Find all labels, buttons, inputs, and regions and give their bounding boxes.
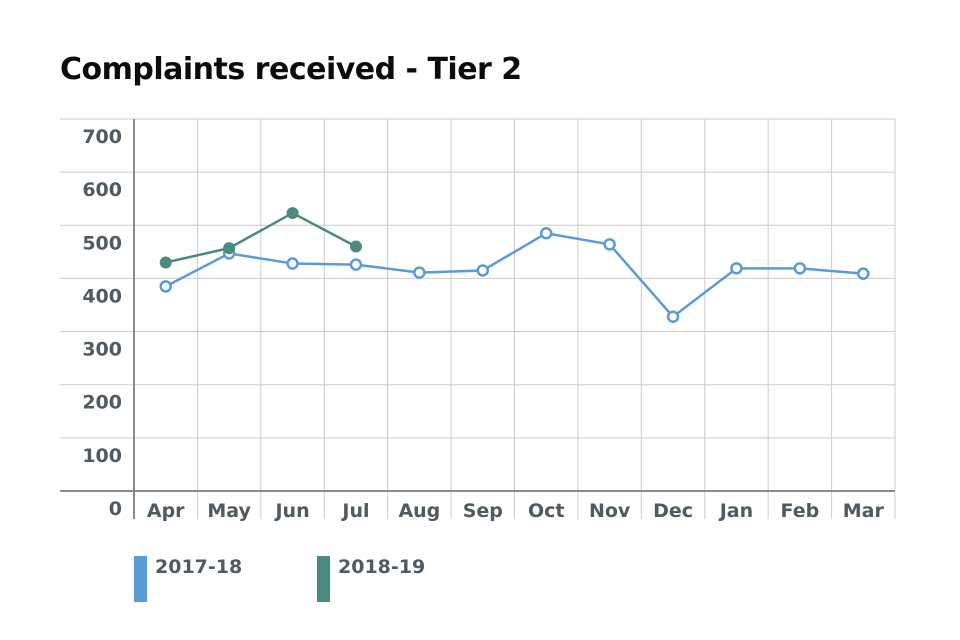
data-point-2018-19-Jul [349, 240, 362, 253]
x-tick-label: Aug [398, 500, 440, 522]
x-tick-label: May [207, 500, 251, 522]
y-tick-label: 700 [82, 126, 122, 148]
chart-title: Complaints received - Tier 2 [60, 52, 522, 87]
series-line-2018-19 [165, 211, 357, 264]
data-point-2017-18-Sep [476, 264, 490, 277]
data-point-2017-18-Oct [539, 227, 553, 240]
y-tick-label: 200 [82, 392, 122, 414]
y-tick-label: 0 [109, 498, 122, 520]
x-tick-label: Mar [843, 500, 885, 522]
x-tick-label: Dec [653, 500, 693, 522]
x-tick-label: Jan [718, 500, 753, 522]
data-point-2017-18-Dec [666, 310, 680, 323]
x-tick-label: Feb [781, 500, 820, 522]
y-tick-label: 600 [82, 179, 122, 201]
legend-swatch [317, 556, 330, 602]
data-point-2018-19-Apr [159, 256, 172, 269]
y-tick-label: 100 [82, 445, 122, 467]
data-point-2017-18-Mar [857, 267, 870, 280]
legend-label: 2017-18 [155, 556, 243, 578]
legend-swatch [134, 556, 147, 602]
data-point-2017-18-Jul [349, 258, 363, 271]
x-tick-label: Sep [463, 500, 503, 522]
legend-item-2018-19: 2018-19 [317, 556, 425, 602]
data-point-2017-18-Feb [793, 262, 807, 275]
data-point-2017-18-Jun [286, 257, 299, 270]
y-tick-label: 400 [82, 285, 122, 307]
legend-label: 2018-19 [338, 556, 426, 578]
y-tick-label: 500 [82, 232, 122, 254]
x-tick-label: Nov [589, 500, 631, 522]
data-point-2017-18-Apr [159, 280, 172, 293]
x-tick-label: Apr [147, 500, 185, 522]
x-tick-label: Jun [273, 500, 309, 522]
x-tick-label: Oct [528, 500, 565, 522]
legend-item-2017-18: 2017-18 [134, 556, 242, 602]
y-tick-label: 300 [82, 339, 122, 361]
data-point-2017-18-Aug [413, 266, 426, 279]
series-line-2017-18 [165, 231, 864, 319]
data-point-2017-18-Jan [730, 262, 743, 275]
data-point-2017-18-Nov [603, 238, 616, 251]
x-tick-label: Jul [340, 500, 369, 522]
data-point-2018-19-May [223, 242, 236, 255]
data-point-2018-19-Jun [286, 207, 299, 220]
